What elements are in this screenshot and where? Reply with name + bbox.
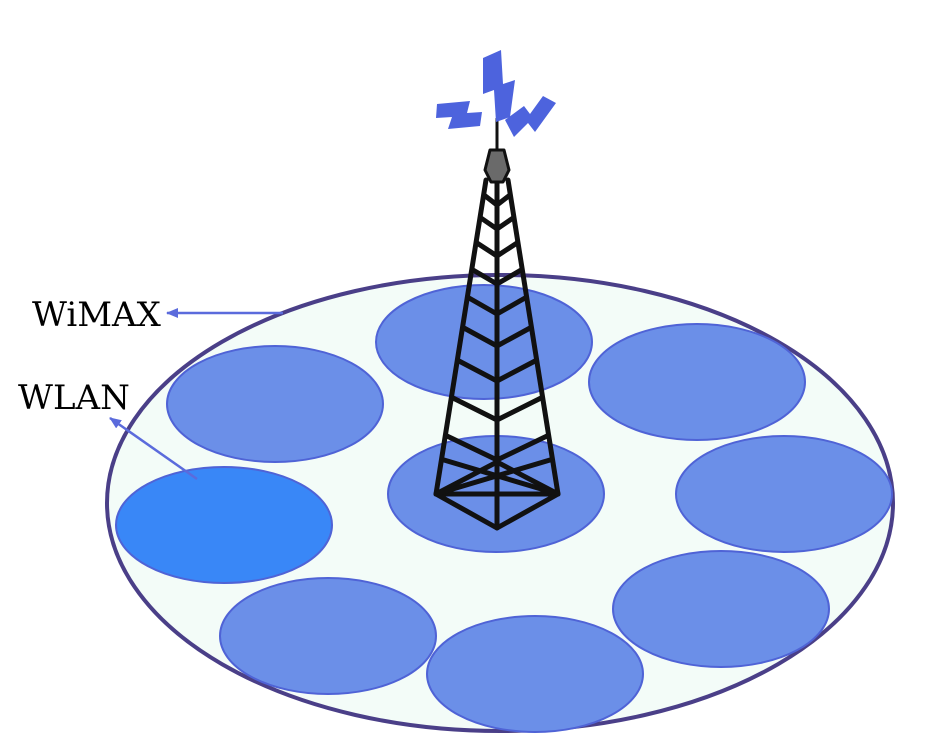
wlan-cell-top [375, 284, 593, 400]
signal-bolt-icon [436, 50, 556, 137]
wlan-cell-lower-left [219, 577, 437, 695]
wlan-arrow [109, 416, 198, 481]
radio-tower-icon [433, 177, 561, 531]
wlan-cell-right [675, 435, 893, 553]
tower-tip-icon [483, 148, 511, 184]
wlan-cell-upper-right [588, 323, 806, 441]
wlan-cell-bottom [426, 615, 644, 733]
wlan-label: WLAN [18, 378, 130, 418]
wlan-cell-highlighted [115, 466, 333, 584]
wlan-cell-lower-right [612, 550, 830, 668]
wlan-cell-upper-left [166, 345, 384, 463]
wimax-label: WiMAX [32, 295, 162, 335]
